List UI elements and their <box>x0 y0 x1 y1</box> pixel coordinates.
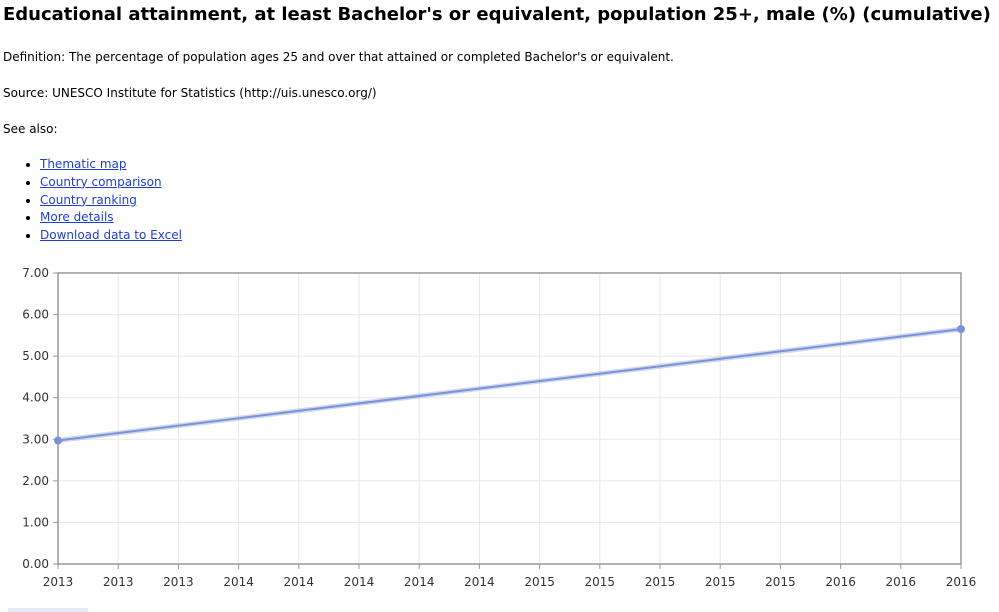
see-also-label: See also: <box>3 122 58 136</box>
x-tick-label: 2016 <box>886 575 917 589</box>
y-tick-label: 4.00 <box>22 391 49 405</box>
x-tick-label: 2016 <box>825 575 856 589</box>
list-item: Country ranking <box>40 192 182 210</box>
x-tick-label: 2013 <box>43 575 74 589</box>
source-text: Source: UNESCO Institute for Statistics … <box>3 86 377 100</box>
y-tick-label: 3.00 <box>22 432 49 446</box>
x-tick-label: 2015 <box>705 575 736 589</box>
country-ranking-link[interactable]: Country ranking <box>40 192 137 207</box>
more-details-link[interactable]: More details <box>40 210 114 225</box>
x-tick-label: 2015 <box>585 575 616 589</box>
page-title: Educational attainment, at least Bachelo… <box>3 4 991 25</box>
series-layer <box>54 325 965 445</box>
list-item: Thematic map <box>40 156 182 174</box>
y-tick-label: 0.00 <box>22 557 49 571</box>
plot-frame <box>57 272 962 565</box>
x-tick-label: 2014 <box>344 575 375 589</box>
list-item: More details <box>40 209 182 227</box>
x-tick-label: 2014 <box>464 575 495 589</box>
x-tick-label: 2015 <box>765 575 796 589</box>
x-tick-label: 2013 <box>163 575 194 589</box>
definition-text: Definition: The percentage of population… <box>3 50 674 64</box>
list-item: Country comparison <box>40 174 182 192</box>
y-tick-label: 5.00 <box>22 349 49 363</box>
bottom-tab-decoration <box>8 608 88 612</box>
y-tick-label: 2.00 <box>22 474 49 488</box>
x-tick-label: 2013 <box>103 575 134 589</box>
see-also-links: Thematic map Country comparison Country … <box>0 156 182 245</box>
x-tick-label: 2016 <box>946 575 977 589</box>
country-comparison-link[interactable]: Country comparison <box>40 174 162 189</box>
data-point <box>54 436 62 445</box>
x-tick-label: 2015 <box>524 575 555 589</box>
x-tick-label: 2014 <box>284 575 315 589</box>
chart-grid <box>57 272 962 565</box>
data-point <box>957 325 965 334</box>
x-tick-label: 2014 <box>404 575 435 589</box>
thematic-map-link[interactable]: Thematic map <box>40 157 127 171</box>
x-axis-ticks: 2013 2013 2013 2014 2014 2014 2014 2014 2015 2015… <box>43 575 977 589</box>
list-item: Download data to Excel <box>40 227 182 245</box>
line-chart: 0.001.002.003.004.005.006.007.00 2013 201… <box>22 266 977 589</box>
y-tick-label: 7.00 <box>22 266 49 280</box>
chart-axes <box>53 272 962 569</box>
series-line <box>57 328 962 442</box>
y-axis-ticks: 0.00 1.00 2.00 3.00 4.00 5.00 6.00 7.00 <box>22 266 49 571</box>
y-tick-label: 6.00 <box>22 308 49 322</box>
x-tick-label: 2014 <box>223 575 254 589</box>
y-tick-label: 1.00 <box>22 515 49 529</box>
x-tick-label: 2015 <box>645 575 676 589</box>
download-excel-link[interactable]: Download data to Excel <box>40 228 182 243</box>
